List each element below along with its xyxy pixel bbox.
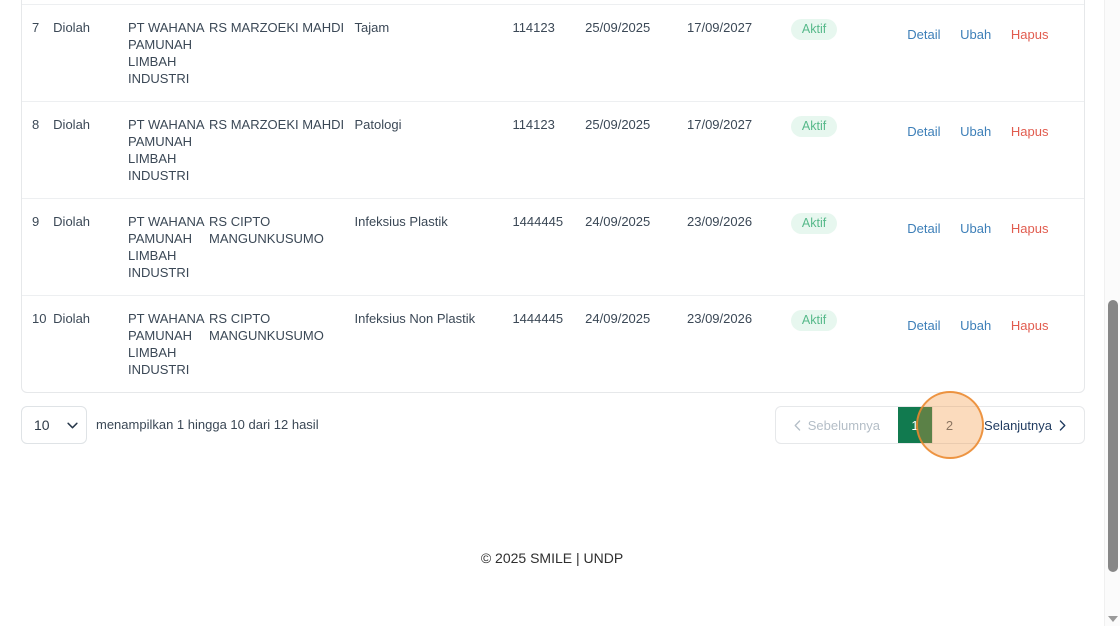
cell-date-end: 17/09/2027 bbox=[687, 4, 791, 102]
pagination-next[interactable]: Selanjutnya bbox=[966, 407, 1084, 443]
pagination-previous[interactable]: Sebelumnya bbox=[776, 407, 898, 443]
cell-badge: Aktif bbox=[790, 198, 908, 296]
cell-date-end: 17/09/2027 bbox=[687, 101, 791, 199]
table-footer-bar: 10 menampilkan 1 hingga 10 dari 12 hasil… bbox=[21, 406, 1085, 446]
cell-no: 7 bbox=[22, 4, 54, 102]
cell-company: PT WAHANA PAMUNAH LIMBAH INDUSTRI bbox=[127, 4, 210, 102]
cell-actions: Detail Ubah Hapus bbox=[907, 198, 1084, 296]
table-row[interactable]: 10 Diolah PT WAHANA PAMUNAH LIMBAH INDUS… bbox=[22, 295, 1084, 392]
row-actions: Detail Ubah Hapus bbox=[907, 19, 1084, 43]
delete-link[interactable]: Hapus bbox=[1010, 27, 1049, 42]
cell-waste-type: Tajam bbox=[354, 4, 513, 102]
status-badge: Aktif bbox=[790, 116, 838, 137]
cell-company: PT WAHANA PAMUNAH LIMBAH INDUSTRI bbox=[127, 295, 210, 392]
cell-facility: RS CIPTO MANGUNKUSUMO bbox=[209, 198, 355, 296]
detail-link[interactable]: Detail bbox=[907, 124, 941, 139]
pagination-page-1[interactable]: 1 bbox=[898, 407, 933, 443]
cell-code: 1444445 bbox=[512, 295, 586, 392]
waste-manifest-table: INDUSTRI 7 Diolah PT WAHANA PAMUNAH LIMB… bbox=[21, 0, 1085, 393]
cell-no: 8 bbox=[22, 101, 54, 199]
cell-date-start: 25/09/2025 bbox=[585, 4, 687, 102]
table-body: INDUSTRI 7 Diolah PT WAHANA PAMUNAH LIMB… bbox=[22, 0, 1084, 392]
cell-actions: Detail Ubah Hapus bbox=[907, 295, 1084, 392]
page-footer-copyright: © 2025 SMILE | UNDP bbox=[480, 550, 624, 566]
detail-link[interactable]: Detail bbox=[907, 318, 941, 333]
status-badge: Aktif bbox=[790, 310, 838, 331]
cell-status: Diolah bbox=[53, 101, 128, 199]
cell-no: 10 bbox=[22, 295, 54, 392]
pagination: Sebelumnya 1 2 Selanjutnya bbox=[774, 406, 1085, 444]
cell-waste-type: Infeksius Plastik bbox=[354, 198, 513, 296]
cell-badge: Aktif bbox=[790, 4, 908, 102]
chevron-right-icon bbox=[1059, 419, 1066, 431]
cell-date-end: 23/09/2026 bbox=[687, 295, 791, 392]
cell-date-start: 24/09/2025 bbox=[585, 295, 687, 392]
cell-badge: Aktif bbox=[790, 101, 908, 199]
edit-link[interactable]: Ubah bbox=[960, 221, 992, 236]
cell-date-end: 23/09/2026 bbox=[687, 198, 791, 296]
delete-link[interactable]: Hapus bbox=[1010, 221, 1049, 236]
scroll-down-arrow-icon[interactable] bbox=[1108, 616, 1118, 622]
pagination-page-2[interactable]: 2 bbox=[932, 407, 966, 443]
table-row[interactable]: 8 Diolah PT WAHANA PAMUNAH LIMBAH INDUST… bbox=[22, 101, 1084, 199]
cell-waste-type: Patologi bbox=[354, 101, 513, 199]
edit-link[interactable]: Ubah bbox=[960, 124, 992, 139]
data-table: INDUSTRI 7 Diolah PT WAHANA PAMUNAH LIMB… bbox=[22, 0, 1084, 392]
status-badge: Aktif bbox=[790, 213, 838, 234]
table-row[interactable]: 7 Diolah PT WAHANA PAMUNAH LIMBAH INDUST… bbox=[22, 4, 1084, 102]
pagination-next-label: Selanjutnya bbox=[984, 417, 1052, 433]
per-page-select[interactable]: 10 bbox=[21, 406, 87, 444]
cell-badge: Aktif bbox=[790, 295, 908, 392]
vertical-scrollbar[interactable] bbox=[1104, 0, 1120, 626]
row-actions: Detail Ubah Hapus bbox=[907, 310, 1084, 334]
chevron-down-icon bbox=[67, 422, 78, 428]
cell-status: Diolah bbox=[53, 4, 128, 102]
delete-link[interactable]: Hapus bbox=[1010, 318, 1049, 333]
status-badge: Aktif bbox=[790, 19, 838, 40]
cell-date-start: 25/09/2025 bbox=[585, 101, 687, 199]
cell-facility: RS MARZOEKI MAHDI bbox=[209, 101, 355, 199]
results-summary: menampilkan 1 hingga 10 dari 12 hasil bbox=[96, 417, 319, 432]
table-row[interactable]: 9 Diolah PT WAHANA PAMUNAH LIMBAH INDUST… bbox=[22, 198, 1084, 296]
cell-code: 114123 bbox=[512, 4, 586, 102]
per-page-value: 10 bbox=[34, 417, 50, 433]
pagination-previous-label: Sebelumnya bbox=[807, 417, 881, 433]
edit-link[interactable]: Ubah bbox=[960, 27, 992, 42]
row-actions: Detail Ubah Hapus bbox=[907, 116, 1084, 140]
edit-link[interactable]: Ubah bbox=[960, 318, 992, 333]
cell-facility: RS CIPTO MANGUNKUSUMO bbox=[209, 295, 355, 392]
cell-company: PT WAHANA PAMUNAH LIMBAH INDUSTRI bbox=[127, 101, 210, 199]
detail-link[interactable]: Detail bbox=[907, 221, 941, 236]
cell-status: Diolah bbox=[53, 295, 128, 392]
cell-actions: Detail Ubah Hapus bbox=[907, 4, 1084, 102]
delete-link[interactable]: Hapus bbox=[1010, 124, 1049, 139]
chevron-left-icon bbox=[794, 419, 801, 431]
scrollbar-thumb[interactable] bbox=[1108, 300, 1118, 572]
cell-no: 9 bbox=[22, 198, 54, 296]
cell-facility: RS MARZOEKI MAHDI bbox=[209, 4, 355, 102]
cell-status: Diolah bbox=[53, 198, 128, 296]
row-actions: Detail Ubah Hapus bbox=[907, 213, 1084, 237]
cell-code: 114123 bbox=[512, 101, 586, 199]
cell-waste-type: Infeksius Non Plastik bbox=[354, 295, 513, 392]
cell-actions: Detail Ubah Hapus bbox=[907, 101, 1084, 199]
cell-code: 1444445 bbox=[512, 198, 586, 296]
cell-date-start: 24/09/2025 bbox=[585, 198, 687, 296]
cell-company: PT WAHANA PAMUNAH LIMBAH INDUSTRI bbox=[127, 198, 210, 296]
detail-link[interactable]: Detail bbox=[907, 27, 941, 42]
